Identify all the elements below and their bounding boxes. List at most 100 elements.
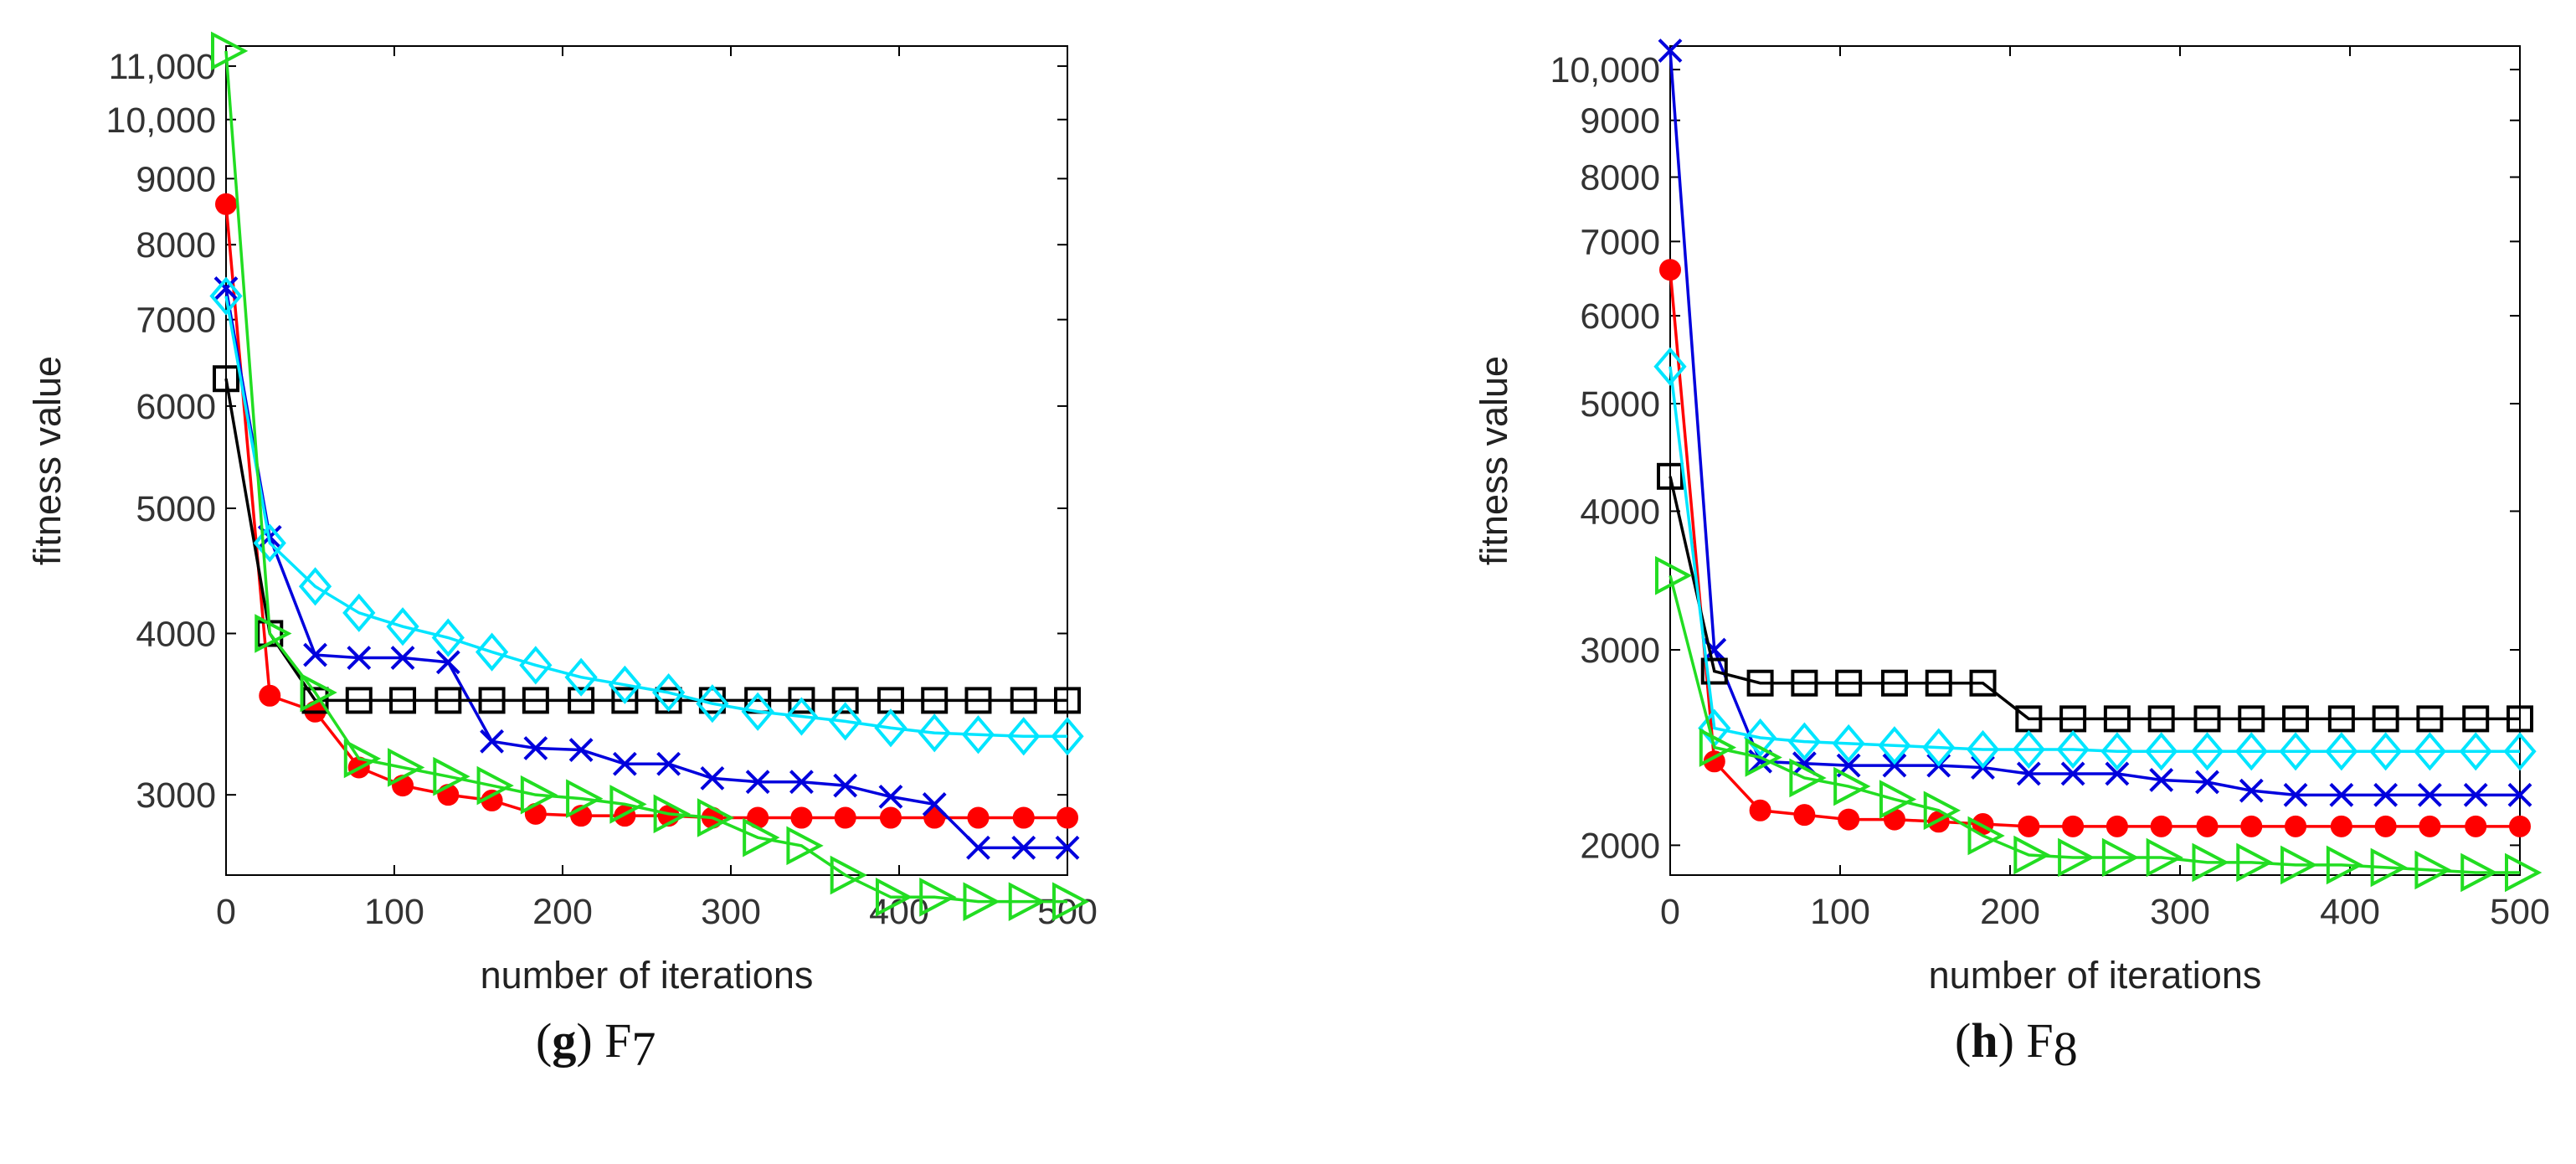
data-point-black — [2103, 705, 2131, 733]
caption-function: F — [604, 1013, 631, 1068]
data-point-cyan — [1922, 728, 1956, 767]
data-point-black — [611, 687, 639, 714]
x-tick-label: 100 — [1810, 892, 1870, 932]
data-point-blue — [922, 791, 947, 816]
data-point-green — [1655, 555, 1693, 595]
data-point-black — [831, 687, 859, 714]
data-point-black — [2372, 705, 2399, 733]
data-point-green — [2280, 845, 2318, 885]
data-point-black — [964, 687, 992, 714]
x-axis-label: number of iterations — [1929, 954, 2262, 997]
y-tick-label: 5000 — [136, 489, 216, 529]
data-point-black — [522, 687, 549, 714]
x-tick-label: 200 — [532, 892, 593, 932]
data-point-cyan — [784, 697, 819, 736]
data-point-black — [2507, 705, 2533, 733]
data-point-green — [1879, 780, 1917, 819]
data-point-green — [388, 748, 425, 787]
y-tick-label: 8000 — [1580, 158, 1660, 198]
data-point-cyan — [1787, 722, 1821, 761]
data-point-green — [875, 877, 913, 917]
data-point-black — [2327, 705, 2355, 733]
data-point-black — [2238, 705, 2265, 733]
data-point-green — [2370, 847, 2408, 888]
data-point-blue — [700, 765, 725, 791]
data-point-cyan — [519, 646, 553, 685]
data-point-red — [923, 806, 946, 829]
data-point-black — [921, 687, 949, 714]
data-point-red — [1659, 259, 1681, 281]
data-point-cyan — [918, 713, 951, 753]
panel-caption: (h) F8 — [1955, 1013, 2078, 1076]
y-tick-label: 11,000 — [109, 47, 216, 87]
data-point-blue — [2016, 761, 2041, 786]
data-point-blue — [2195, 770, 2219, 795]
y-tick-label: 4000 — [136, 614, 216, 654]
data-point-red — [2240, 815, 2263, 837]
data-point-red — [1838, 808, 1860, 831]
y-tick-label: 8000 — [136, 225, 216, 265]
data-point-cyan — [2459, 732, 2492, 771]
data-point-blue — [745, 770, 770, 795]
data-point-green — [919, 877, 957, 917]
data-point-blue — [303, 642, 327, 667]
data-point-green — [1923, 791, 1962, 831]
y-tick-label: 7000 — [136, 301, 216, 341]
data-point-blue — [789, 770, 814, 795]
data-point-green — [2146, 837, 2183, 878]
data-point-black — [345, 687, 373, 714]
data-point-blue — [568, 738, 594, 762]
data-point-cyan — [2413, 732, 2447, 771]
data-point-red — [259, 684, 281, 707]
data-point-black — [2193, 705, 2221, 733]
data-point-red — [2285, 815, 2307, 837]
data-point-black — [655, 687, 682, 714]
data-point-cyan — [1832, 724, 1865, 763]
data-point-green — [1745, 738, 1782, 777]
data-point-green — [1833, 766, 1871, 806]
data-point-blue — [1658, 39, 1683, 63]
panel-caption: (g) F7 — [536, 1013, 656, 1076]
data-point-green — [520, 775, 558, 815]
data-point-red — [1793, 804, 1816, 827]
data-point-blue — [833, 773, 858, 798]
caption-subscript: 8 — [2054, 1022, 2078, 1076]
x-tick-label: 400 — [2320, 892, 2380, 932]
data-point-blue — [435, 650, 460, 675]
data-point-black — [2147, 705, 2175, 733]
data-point-cyan — [2279, 732, 2312, 771]
data-point-black — [213, 365, 239, 393]
data-point-cyan — [2503, 732, 2537, 771]
y-tick-label: 6000 — [136, 387, 216, 427]
data-point-red — [2509, 815, 2531, 837]
data-point-blue — [1055, 835, 1080, 860]
caption-close-paren: ) — [576, 1013, 604, 1068]
y-tick-label: 7000 — [1580, 222, 1660, 262]
series-line-green — [224, 50, 1067, 904]
y-tick-label: 10,000 — [1550, 50, 1660, 90]
x-tick-label: 200 — [1980, 892, 2040, 932]
data-point-black — [1054, 687, 1081, 714]
data-point-cyan — [696, 684, 729, 724]
data-point-black — [478, 687, 506, 714]
data-point-blue — [2239, 778, 2264, 803]
data-point-green — [2013, 835, 2051, 875]
data-point-red — [2150, 815, 2172, 837]
data-point-red — [1749, 799, 1771, 821]
y-tick-label: 2000 — [1580, 826, 1660, 866]
data-point-black — [1657, 462, 1684, 490]
data-point-blue — [656, 751, 681, 776]
caption-open-paren: ( — [536, 1013, 552, 1068]
data-point-green — [697, 798, 735, 837]
plot-area-frame — [1669, 45, 2521, 876]
data-point-cyan — [652, 672, 686, 713]
data-point-red — [790, 806, 813, 829]
data-point-cyan — [431, 618, 465, 657]
data-point-blue — [390, 646, 415, 670]
data-point-cyan — [253, 523, 286, 563]
caption-letter: h — [1971, 1013, 1998, 1068]
x-tick-label: 500 — [2490, 892, 2550, 932]
data-point-blue — [2507, 782, 2532, 807]
series-line-green — [1668, 574, 2520, 874]
data-point-green — [1008, 882, 1046, 921]
